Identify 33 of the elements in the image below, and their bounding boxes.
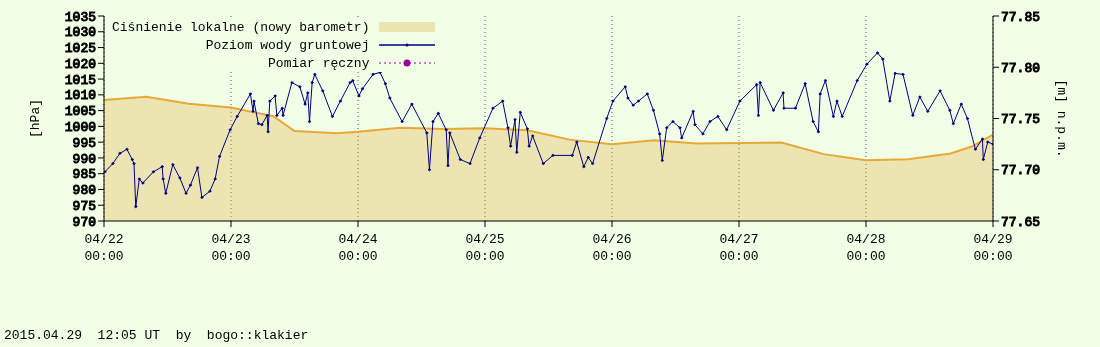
y-tick-label: 1005 <box>64 104 96 120</box>
legend-label: Ciśnienie lokalne (nowy barometr) <box>112 19 370 35</box>
y-tick-label: 980 <box>72 183 96 199</box>
y2-tick-label: 77.80 <box>1001 60 1041 76</box>
x-tick-label: 04/25 00:00 <box>465 232 505 264</box>
y2-tick-label: 77.75 <box>1001 112 1041 128</box>
y-tick-label: 1015 <box>64 72 96 88</box>
x-tick-label: 04/24 00:00 <box>338 232 378 264</box>
y-tick-label: 1030 <box>64 25 96 41</box>
y-tick-label: 1025 <box>64 41 96 57</box>
y-tick-label: 995 <box>72 135 96 151</box>
legend-label: Pomiar ręczny <box>268 55 370 71</box>
y-tick-label: 1010 <box>64 88 96 104</box>
x-tick-label: 04/27 00:00 <box>719 232 759 264</box>
y-tick-label: 970 <box>72 214 96 230</box>
legend-label: Poziom wody gruntowej <box>205 37 370 53</box>
y-tick-label: 975 <box>72 198 96 214</box>
y-tick-label: 985 <box>72 167 96 183</box>
y2-axis-title: [m] n.p.m. <box>1054 79 1070 158</box>
y-tick-label: 990 <box>72 151 96 167</box>
y-axis-title: [hPa] <box>27 98 43 139</box>
x-tick-label: 04/22 00:00 <box>84 232 124 264</box>
y2-tick-label: 77.85 <box>1001 9 1041 25</box>
x-tick-label: 04/26 00:00 <box>592 232 632 264</box>
x-tick-label: 04/23 00:00 <box>211 232 251 264</box>
text: 2015.04.29 12:05 UT by bogo::klakier <box>4 328 309 343</box>
y-tick-label: 1020 <box>64 56 96 72</box>
y-tick-label: 1000 <box>64 120 96 135</box>
x-tick-label: 04/29 00:00 <box>973 232 1013 264</box>
y-tick-label: 1035 <box>64 9 96 25</box>
y2-tick-label: 77.70 <box>1001 163 1041 179</box>
x-tick-label: 04/28 00:00 <box>846 232 886 264</box>
y2-tick-label: 77.65 <box>1001 214 1041 230</box>
